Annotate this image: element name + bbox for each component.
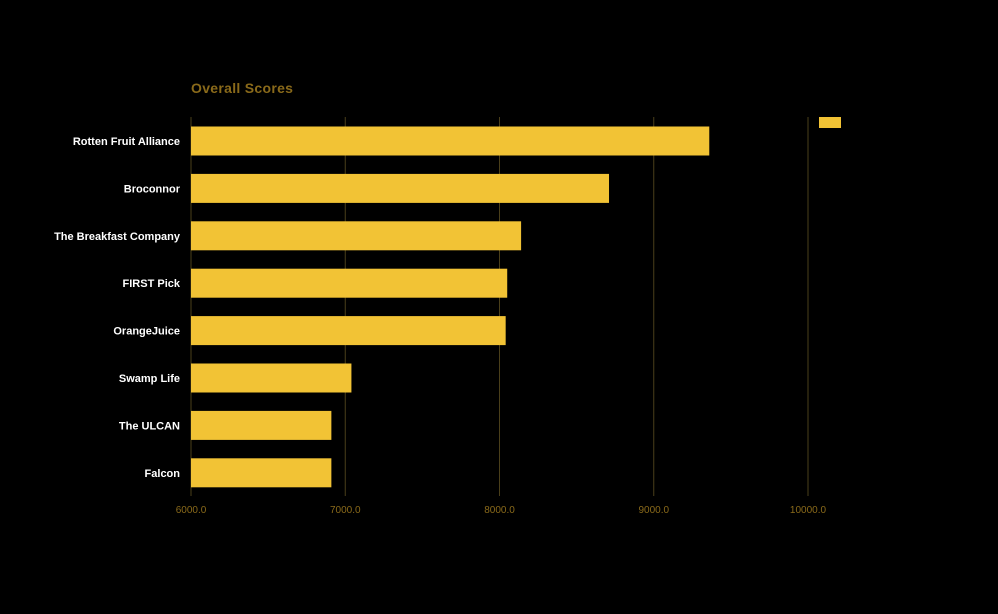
x-tick-label: 7000.0 [330, 505, 361, 516]
bar [191, 316, 506, 346]
bar [191, 363, 352, 393]
category-label: OrangeJuice [113, 326, 180, 338]
category-label: The ULCAN [119, 420, 180, 432]
x-tick-label: 8000.0 [484, 505, 515, 516]
bar [191, 173, 610, 203]
bar [191, 410, 332, 440]
legend [819, 117, 841, 128]
category-label: Rotten Fruit Alliance [73, 136, 180, 148]
category-labels: Rotten Fruit Alliance Broconnor The Breakf… [54, 136, 181, 480]
x-tick-label: 9000.0 [638, 505, 669, 516]
category-label: FIRST Pick [123, 278, 181, 290]
bar [191, 126, 710, 156]
x-tick-label: 6000.0 [176, 505, 207, 516]
category-label: Swamp Life [119, 373, 180, 385]
bar [191, 268, 508, 298]
bars [191, 126, 710, 488]
x-axis-tick-labels: 6000.0 7000.0 8000.0 9000.0 10000.0 [176, 505, 827, 516]
category-label: Falcon [145, 468, 181, 480]
legend-swatch [819, 117, 841, 128]
chart-title: Overall Scores [191, 80, 293, 96]
category-label: The Breakfast Company [54, 231, 181, 243]
bar [191, 221, 522, 251]
x-tick-label: 10000.0 [790, 505, 827, 516]
category-label: Broconnor [124, 183, 181, 195]
bar [191, 458, 332, 488]
